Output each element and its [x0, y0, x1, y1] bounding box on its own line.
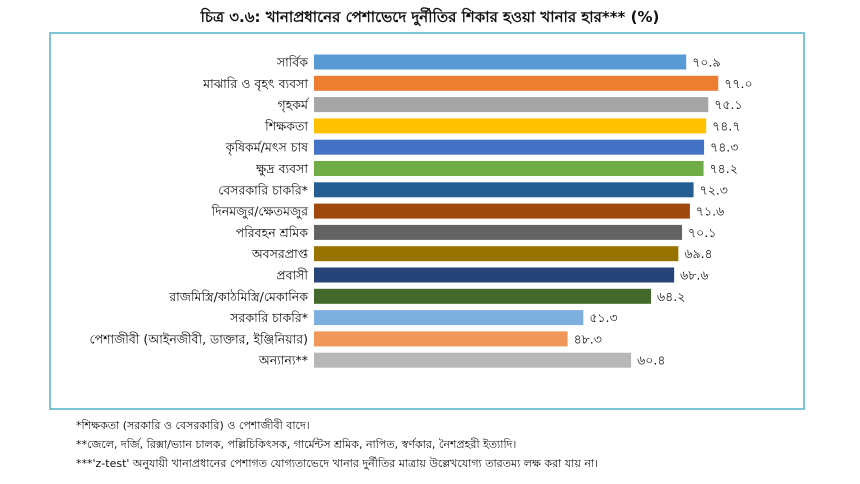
data-label: ৭০.৯ [692, 55, 720, 70]
data-label: ৬৪.২ [657, 289, 685, 304]
bar [314, 75, 719, 91]
bar [314, 161, 704, 176]
category-label: পেশাজীবী (আইনজীবী, ডাক্তার, ইঞ্জিনিয়ার) [90, 331, 308, 346]
bar [314, 246, 679, 262]
footnote-1: *শিক্ষকতা (সরকারি ও বেসরকারি) ও পেশাজীবী… [76, 419, 310, 432]
category-label: অবসরপ্রাপ্ত [251, 246, 309, 261]
bar [314, 288, 652, 304]
data-label: ৭০.১ [688, 225, 716, 240]
data-label: ৪৮.৩ [574, 331, 602, 346]
data-label: ৭৭.০ [724, 76, 752, 91]
category-label: শিক্ষকতা [264, 118, 308, 133]
bar [314, 182, 694, 198]
category-label: দিনমজুর/ক্ষেতমজুর [211, 204, 310, 220]
chart-title: চিত্র ৩.৬: খানাপ্রধানের পেশাভেদে দুর্নীত… [200, 8, 660, 26]
category-label: মাঝারি ও বৃহৎ ব্যবসা [202, 76, 308, 92]
category-label: সরকারি চাকরি* [229, 310, 308, 325]
bar [314, 267, 675, 283]
data-label: ৬৮.৬ [680, 268, 709, 283]
data-label: ৭৫.১ [714, 97, 742, 112]
bar [314, 118, 707, 134]
chart-frame [49, 32, 805, 410]
footnote-3: ***'z-test' অনুযায়ী খানাপ্রধানের পেশাগত… [76, 457, 599, 470]
data-label: ৬০.৪ [637, 353, 665, 368]
category-label: অন্যান্য** [258, 353, 308, 368]
bar [314, 203, 690, 219]
category-label: পরিবহন শ্রমিক [236, 225, 309, 240]
category-label: রাজমিস্ত্রি/কাঠমিস্ত্রি/মেকানিক [168, 289, 309, 304]
data-label: ৬৯.৪ [684, 246, 712, 261]
category-label: কৃষিকর্ম/মৎস চাষ [225, 140, 309, 156]
data-label: ৭২.৩ [700, 182, 728, 197]
data-label: ৭৪.৭ [712, 118, 740, 133]
bar [314, 310, 584, 326]
bar [314, 139, 705, 155]
bar [314, 352, 632, 368]
category-label: বেসরকারি চাকরি* [218, 182, 308, 197]
footnotes: *শিক্ষকতা (সরকারি ও বেসরকারি) ও পেশাজীবী… [76, 416, 836, 473]
bar [314, 54, 687, 70]
data-label: ৫১.৩ [589, 310, 617, 325]
category-label: প্রবাসী [276, 268, 308, 283]
bar [314, 97, 709, 113]
category-label: ক্ষুদ্র ব্যবসা [255, 161, 308, 177]
footnote-2: **জেলে, দর্জি, রিক্সা/ভ্যান চালক, পল্লিচ… [76, 438, 517, 451]
bar [314, 331, 568, 347]
bar [314, 224, 683, 240]
category-label: গৃহকর্ম [278, 97, 311, 113]
category-label: সার্বিক [276, 55, 309, 70]
data-label: ৭৪.৩ [710, 140, 738, 155]
data-label: ৭১.৬ [696, 204, 725, 219]
data-label: ৭৪.২ [710, 161, 738, 176]
